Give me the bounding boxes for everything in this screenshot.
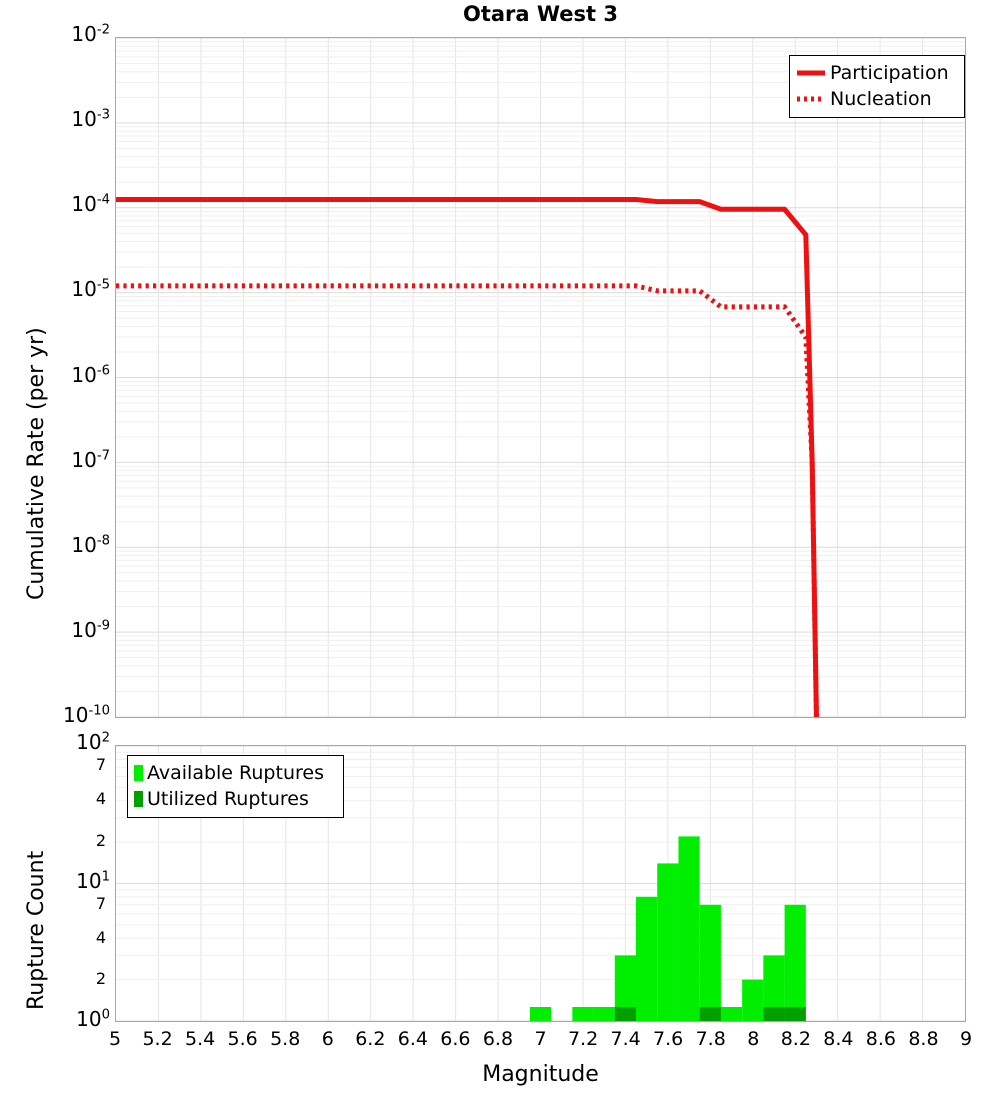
- top-y-tick-labels: 10-2 10-3 10-4 10-5 10-6 10-7 10-8 10-9 10-10: [0, 0, 110, 760]
- x-tick-label: 6.8: [482, 1028, 514, 1050]
- x-axis-title: Magnitude: [482, 1062, 599, 1087]
- legend-item-utilized: Utilized Ruptures: [134, 786, 336, 812]
- y-minor-tick-label: 2: [95, 969, 106, 989]
- x-tick-label: 5.8: [270, 1028, 301, 1050]
- legend-label-utilized: Utilized Ruptures: [147, 788, 309, 810]
- bottom-legend: Available Ruptures Utilized Ruptures: [127, 755, 344, 818]
- x-tick-label: 9: [959, 1028, 973, 1050]
- y-tick-label: 10-10: [63, 703, 110, 727]
- x-tick-label: 7.2: [567, 1028, 599, 1050]
- y-minor-tick-label: 7: [95, 893, 106, 913]
- x-tick-label: 8.2: [780, 1028, 811, 1050]
- utilized-swatch-icon: [134, 791, 143, 807]
- x-tick-label: 8.6: [865, 1028, 896, 1050]
- legend-label-participation: Participation: [830, 62, 949, 84]
- top-gridlines: [116, 38, 965, 717]
- dotted-line-icon: [796, 89, 826, 109]
- y-tick-label: 10-6: [71, 362, 110, 387]
- legend-label-nucleation: Nucleation: [830, 88, 932, 110]
- y-minor-tick-label: 4: [95, 927, 106, 947]
- x-tick-label: 6.4: [397, 1028, 428, 1050]
- bottom-bars: [529, 836, 806, 1021]
- x-tick-label: 5.6: [227, 1028, 258, 1050]
- x-tick-label: 8.4: [823, 1028, 854, 1050]
- legend-item-participation: Participation: [796, 60, 957, 86]
- solid-line-icon: [796, 63, 826, 83]
- legend-item-available: Available Ruptures: [134, 760, 336, 786]
- y-minor-tick-label: 4: [95, 789, 106, 809]
- y-tick-label: 10-7: [71, 447, 110, 472]
- x-tick-label: 7.6: [653, 1028, 684, 1050]
- y-tick-label: 102: [76, 730, 110, 754]
- top-data-lines: [116, 197, 819, 717]
- y-tick-label: 10-2: [71, 22, 110, 46]
- y-tick-label: 10-9: [71, 617, 110, 642]
- x-tick-label: 8.8: [908, 1028, 939, 1050]
- legend-item-nucleation: Nucleation: [796, 86, 957, 112]
- x-tick-label: 6: [321, 1028, 334, 1050]
- cumulative-rate-plot: [115, 37, 966, 718]
- y-tick-label: 100: [76, 1007, 110, 1031]
- x-tick-label: 5.4: [184, 1028, 216, 1050]
- x-tick-label: 6.6: [440, 1028, 471, 1050]
- y-tick-label: 10-8: [71, 532, 110, 557]
- bottom-y-axis-title: Rupture Count: [24, 850, 49, 1010]
- x-tick-label: 7: [534, 1028, 547, 1050]
- y-tick-label: 10-4: [71, 192, 110, 217]
- available-swatch-icon: [134, 765, 143, 781]
- y-tick-label: 101: [76, 868, 110, 893]
- page-title: Otara West 3: [462, 2, 619, 26]
- y-tick-label: 10-3: [71, 107, 110, 132]
- x-tick-label: 5: [108, 1028, 122, 1050]
- y-minor-tick-label: 2: [95, 830, 106, 850]
- x-tick-label: 7.8: [695, 1028, 726, 1050]
- y-tick-label: 10-5: [71, 277, 110, 302]
- top-legend: Participation Nucleation: [789, 55, 965, 118]
- rupture-count-plot: [115, 745, 966, 1022]
- bottom-y-tick-labels: 100 101 102 2 4 7 2 4 7: [0, 0, 110, 1060]
- legend-label-available: Available Ruptures: [147, 762, 324, 784]
- x-tick-label: 7.4: [610, 1028, 641, 1050]
- x-tick-label: 5.2: [142, 1028, 173, 1050]
- y-minor-tick-label: 7: [95, 755, 106, 775]
- x-tick-label: 8: [747, 1028, 760, 1050]
- x-tick-label: 6.2: [355, 1028, 386, 1050]
